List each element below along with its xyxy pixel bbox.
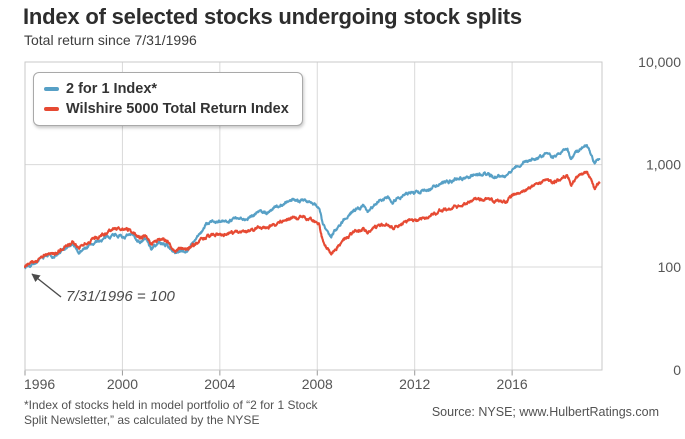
y-axis-label: 100	[658, 259, 682, 275]
y-axis-label: 1,000	[646, 157, 681, 173]
x-axis-label: 1996	[24, 376, 55, 392]
annotation-arrow-icon	[31, 273, 62, 298]
x-axis-label: 2008	[302, 376, 333, 392]
footnote-line2: Split Newsletter,” as calculated by the …	[24, 413, 260, 427]
x-axis-label: 2016	[497, 376, 528, 392]
x-axis-label: 2004	[204, 376, 235, 392]
legend-box: 2 for 1 Index* Wilshire 5000 Total Retur…	[33, 72, 303, 126]
plot-border	[24, 61, 603, 371]
legend-label: 2 for 1 Index*	[66, 81, 158, 97]
x-axis-label: 2000	[107, 376, 138, 392]
x-axis-label: 2012	[399, 376, 430, 392]
legend-swatch-red-icon	[44, 107, 59, 111]
y-axis-label: 0	[673, 362, 681, 378]
legend-item-wilshire: Wilshire 5000 Total Return Index	[44, 99, 289, 119]
chart-subtitle: Total return since 7/31/1996	[24, 32, 197, 48]
y-axis-label: 10,000	[638, 54, 681, 70]
source-credit: Source: NYSE; www.HulbertRatings.com	[431, 405, 659, 419]
page-title: Index of selected stocks undergoing stoc…	[23, 4, 522, 29]
footnote: *Index of stocks held in model portfolio…	[24, 398, 317, 428]
legend-item-2for1: 2 for 1 Index*	[44, 79, 289, 99]
series-line-wilshire	[24, 170, 601, 269]
series-line-2for1	[24, 144, 601, 270]
footnote-line1: *Index of stocks held in model portfolio…	[24, 398, 318, 412]
legend-swatch-blue-icon	[44, 87, 59, 91]
legend-label: Wilshire 5000 Total Return Index	[66, 101, 289, 117]
annotation-base-value: 7/31/1996 = 100	[66, 288, 176, 305]
